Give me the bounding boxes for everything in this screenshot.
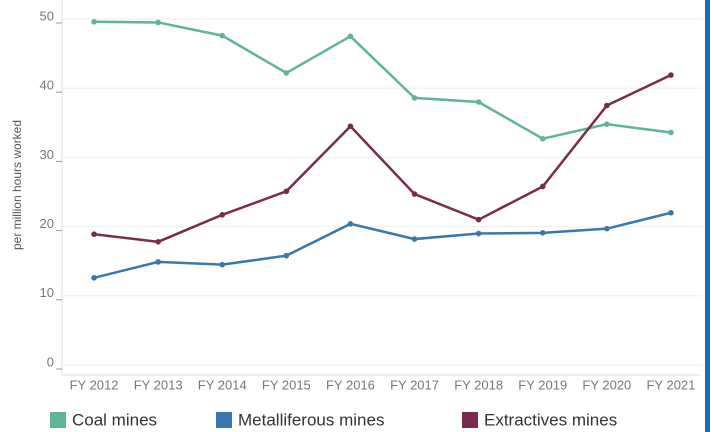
legend-swatch: [216, 412, 232, 428]
point: [283, 70, 290, 76]
point: [91, 275, 97, 281]
x-tick-label: FY 2019: [518, 377, 567, 392]
point: [347, 33, 354, 40]
point: [604, 121, 610, 127]
series-line: [93, 211, 672, 280]
y-tick-label: 40: [40, 78, 54, 93]
point: [604, 225, 610, 232]
side-bar: [705, 0, 710, 432]
point: [155, 19, 161, 26]
legend-swatch: [50, 412, 66, 428]
point: [475, 99, 482, 105]
point: [539, 135, 546, 142]
point: [475, 230, 482, 237]
legend-text: Metalliferous mines: [238, 410, 384, 429]
x-tick-label: FY 2018: [454, 377, 503, 392]
point: [91, 18, 97, 25]
point: [155, 239, 161, 245]
point: [411, 236, 418, 242]
legend-text: Coal mines: [72, 410, 157, 429]
point: [91, 231, 97, 238]
x-tick-label: FY 2021: [646, 377, 695, 392]
point: [411, 191, 418, 197]
y-tick-label: 0: [47, 354, 54, 369]
point: [668, 129, 674, 136]
point: [219, 261, 226, 268]
x-tick-label: FY 2017: [390, 377, 439, 392]
legend-swatch: [462, 412, 478, 428]
point: [668, 209, 674, 216]
point: [604, 102, 610, 109]
point: [283, 252, 290, 259]
legend-text: Extractives mines: [484, 410, 617, 429]
y-axis-label: per million hours worked: [10, 120, 24, 250]
point: [539, 230, 546, 236]
y-tick-label: 50: [40, 8, 54, 23]
y-tick-label: 10: [40, 285, 54, 300]
x-tick-label: FY 2012: [70, 377, 119, 392]
point: [283, 188, 290, 195]
point: [539, 183, 546, 190]
point: [347, 123, 354, 130]
x-tick-label: FY 2015: [262, 377, 311, 392]
x-tick-label: FY 2020: [582, 377, 631, 392]
point: [475, 216, 482, 223]
series-line: [93, 73, 672, 244]
x-tick-label: FY 2013: [134, 377, 183, 392]
point: [219, 212, 226, 218]
y-tick-label: 20: [40, 216, 54, 231]
x-tick-label: FY 2014: [198, 377, 247, 392]
point: [347, 221, 354, 227]
point: [668, 72, 674, 78]
y-tick-label: 30: [40, 147, 54, 162]
point: [411, 95, 418, 101]
point: [155, 259, 161, 265]
point: [219, 32, 226, 39]
x-tick-label: FY 2016: [326, 377, 375, 392]
series-line: [94, 20, 672, 141]
